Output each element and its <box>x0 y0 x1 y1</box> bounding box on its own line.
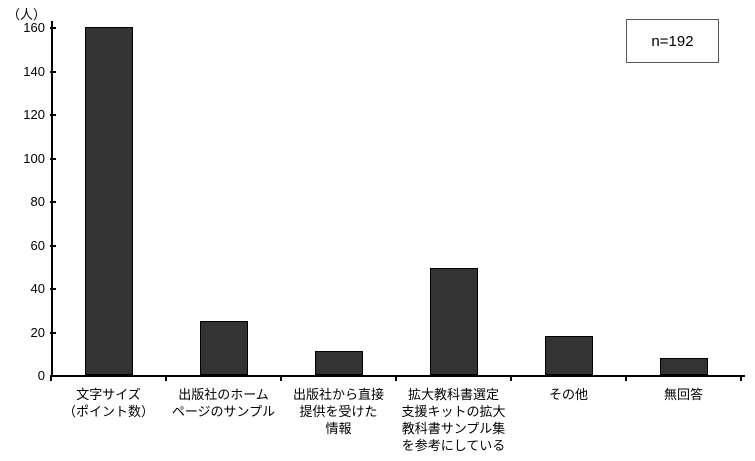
category-label: 拡大教科書選定 支援キットの拡大 教科書サンプル集 を参考にしている <box>386 386 521 454</box>
category-label: 出版社のホーム ページのサンプル <box>156 386 291 420</box>
category-label-line: （ポイント数） <box>62 404 154 419</box>
x-axis-tick <box>50 376 52 381</box>
category-label-line: 教科書サンプル集 <box>401 421 506 436</box>
bar <box>314 351 363 375</box>
category-label-line: 出版社のホーム <box>178 387 269 402</box>
x-axis-tick <box>280 376 282 381</box>
y-axis-unit-label: （人） <box>7 7 47 22</box>
x-axis-tick <box>165 376 167 381</box>
y-axis-tick <box>50 244 56 247</box>
bar <box>659 358 708 375</box>
y-tick-label: 60 <box>30 237 45 253</box>
y-axis-tick <box>50 331 56 334</box>
bar <box>199 321 248 375</box>
x-axis-line <box>51 375 745 377</box>
y-axis-tick <box>50 201 56 203</box>
category-label: 出版社から直接 提供を受けた 情報 <box>271 386 406 437</box>
category-label: 無回答 <box>616 386 751 403</box>
category-label-line: 出版社から直接 <box>292 387 384 402</box>
y-axis-tick <box>50 157 56 160</box>
y-tick-label: 0 <box>37 368 45 383</box>
x-axis-tick <box>625 376 627 381</box>
category-label-line: 支援キットの拡大 <box>401 404 506 419</box>
category-label-line: 情報 <box>325 421 352 436</box>
y-axis-tick <box>50 27 56 29</box>
category-label: 文字サイズ （ポイント数） <box>41 386 176 420</box>
category-label-line: ページのサンプル <box>171 404 276 419</box>
y-tick-label: 100 <box>23 150 45 166</box>
bar <box>84 27 133 375</box>
bar <box>429 268 478 375</box>
x-axis-tick <box>510 376 512 381</box>
y-axis-tick <box>50 114 56 116</box>
category-label-line: その他 <box>548 387 588 402</box>
category-label: その他 <box>501 386 636 403</box>
y-axis-tick <box>50 375 56 377</box>
bar <box>544 336 593 375</box>
x-axis-tick <box>395 376 397 381</box>
y-tick-label: 160 <box>23 20 45 35</box>
category-label-line: を参考にしている <box>401 438 506 453</box>
category-label-line: 拡大教科書選定 <box>407 387 499 402</box>
y-tick-label: 20 <box>30 324 45 340</box>
y-axis-line <box>51 21 53 377</box>
x-axis-tick <box>740 376 742 381</box>
y-tick-label: 80 <box>30 194 45 209</box>
category-label-line: 提供を受けた <box>299 404 378 419</box>
category-label-line: 無回答 <box>663 387 703 402</box>
y-tick-label: 40 <box>30 281 45 296</box>
y-tick-label: 120 <box>23 107 45 122</box>
sample-size-box: n=192 <box>626 19 719 63</box>
category-label-line: 文字サイズ <box>76 387 141 402</box>
sample-size-label: n=192 <box>651 32 694 50</box>
y-axis-tick <box>50 70 56 73</box>
y-axis-tick <box>50 288 56 290</box>
y-tick-label: 140 <box>23 63 45 79</box>
